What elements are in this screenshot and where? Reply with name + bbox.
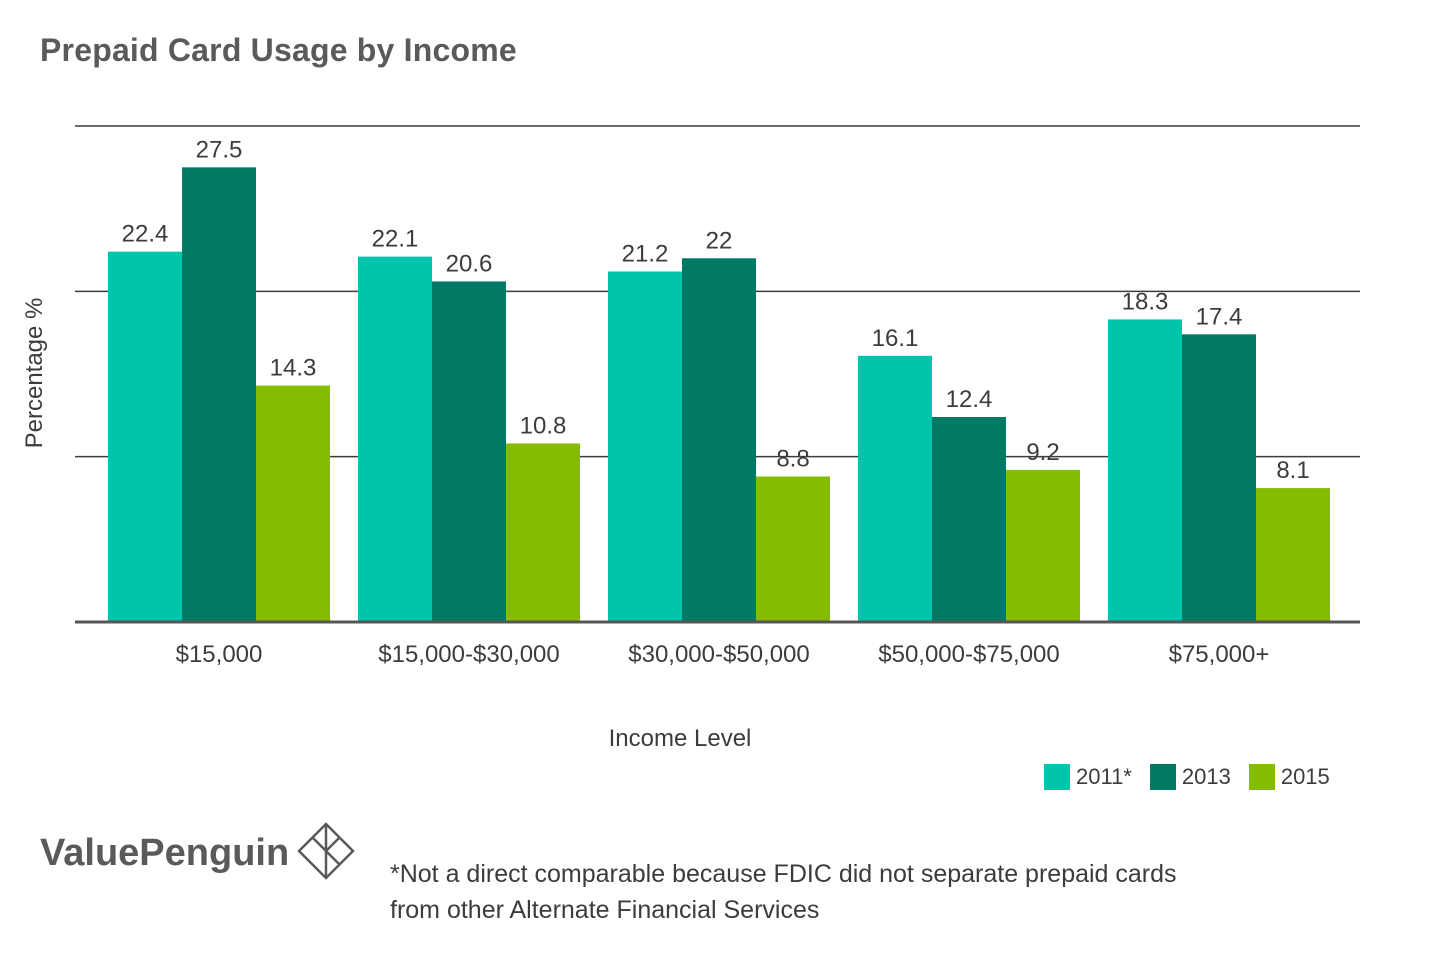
data-label-2011-0: 22.4: [122, 221, 169, 248]
legend-swatch-2013: [1149, 764, 1176, 790]
bar-2011-1: [358, 256, 432, 622]
bar-2015-4: [1256, 488, 1330, 622]
brand-logo: ValuePenguin: [40, 822, 355, 885]
bars: [108, 167, 1330, 623]
bar-2015-2: [756, 476, 830, 622]
legend: 2011* 2013 2015: [1044, 764, 1348, 790]
y-axis-title: Percentage %: [21, 298, 48, 449]
data-label-2013-1: 20.6: [446, 250, 493, 277]
data-label-2011-1: 22.1: [372, 226, 419, 253]
x-tick-label-4: $75,000+: [1169, 641, 1270, 668]
bar-2011-3: [858, 355, 932, 622]
legend-item-2013: 2013: [1149, 764, 1231, 790]
x-tick-label-1: $15,000-$30,000: [378, 641, 560, 668]
bar-2013-3: [932, 416, 1006, 622]
data-label-2015-3: 9.2: [1026, 439, 1059, 466]
footnote: *Not a direct comparable because FDIC di…: [390, 856, 1290, 928]
legend-swatch-2015: [1248, 764, 1275, 790]
chart-title: Prepaid Card Usage by Income: [40, 32, 517, 68]
data-label-2013-4: 17.4: [1196, 303, 1243, 330]
data-labels: 22.4 27.5 14.3 22.1 20.6 10.8 21.2 22 8.8 16.1 12.…: [122, 136, 1310, 484]
axes: $15,000 $15,000-$30,000 $30,000-$50,000 $50…: [75, 620, 1360, 668]
penguin-diamond-logo-icon: [297, 822, 355, 885]
data-label-2015-2: 8.8: [776, 446, 809, 473]
data-label-2013-2: 22: [706, 227, 733, 254]
data-label-2015-1: 10.8: [520, 412, 567, 439]
bar-2015-0: [256, 385, 330, 622]
bar-2011-2: [608, 271, 682, 622]
footnote-line-2: from other Alternate Financial Services: [390, 896, 820, 924]
bar-2013-1: [432, 281, 506, 622]
bar-2015-1: [506, 443, 580, 622]
x-axis-title: Income Level: [609, 725, 752, 752]
bar-2013-2: [682, 258, 756, 622]
legend-label-2015: 2015: [1280, 764, 1330, 789]
data-label-2011-2: 21.2: [622, 240, 669, 267]
x-tick-label-3: $50,000-$75,000: [878, 641, 1060, 668]
data-label-2011-3: 16.1: [872, 325, 919, 352]
legend-item-2011: 2011*: [1044, 764, 1132, 790]
bar-2015-3: [1006, 469, 1080, 622]
bar-2013-0: [182, 167, 256, 623]
brand-name: ValuePenguin: [40, 832, 290, 874]
x-tick-label-0: $15,000: [176, 641, 263, 668]
bar-2013-4: [1182, 334, 1256, 622]
data-label-2015-0: 14.3: [270, 355, 317, 382]
bar-2011-0: [108, 251, 182, 623]
legend-item-2015: 2015: [1248, 764, 1330, 790]
x-tick-label-2: $30,000-$50,000: [628, 641, 810, 668]
legend-swatch-2011: [1044, 764, 1070, 790]
data-label-2011-4: 18.3: [1122, 288, 1169, 315]
bar-2011-4: [1108, 319, 1182, 622]
legend-label-2011: 2011*: [1076, 764, 1132, 789]
legend-label-2013: 2013: [1181, 764, 1231, 789]
data-label-2015-4: 8.1: [1276, 457, 1309, 484]
data-label-2013-0: 27.5: [196, 136, 243, 163]
data-label-2013-3: 12.4: [946, 386, 993, 413]
footnote-line-1: *Not a direct comparable because FDIC di…: [390, 860, 1177, 888]
